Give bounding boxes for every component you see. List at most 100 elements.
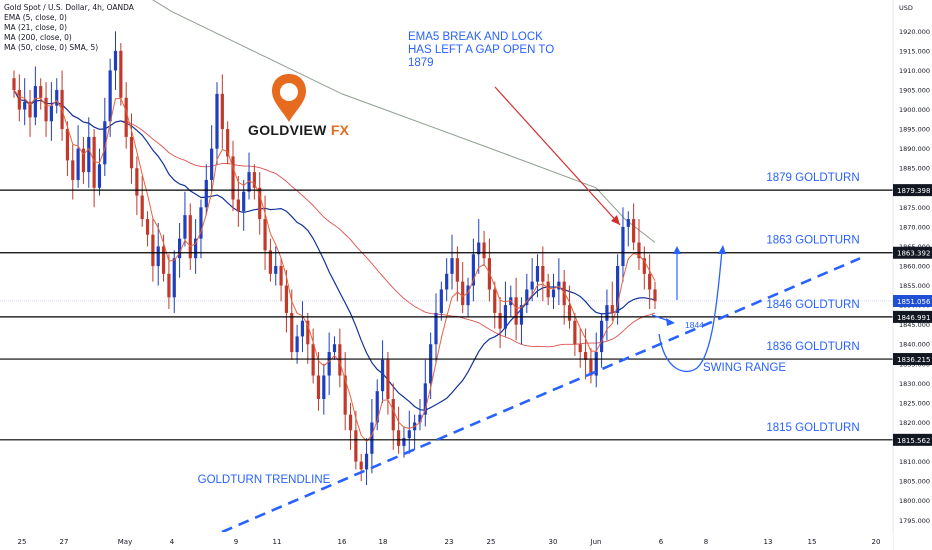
candle-body xyxy=(156,246,160,266)
last-price-tag-text: 1851.056 xyxy=(897,298,931,306)
candle-body xyxy=(348,414,353,431)
candle-body xyxy=(76,148,80,180)
x-tick-label: 8 xyxy=(704,538,708,546)
candle-body xyxy=(391,399,395,431)
y-tick-label: 1795.000 xyxy=(899,517,930,525)
y-tick-label: 1845.000 xyxy=(899,321,930,329)
x-tick-label: May xyxy=(118,538,132,546)
ma200-path xyxy=(152,0,656,243)
candle-body xyxy=(653,289,657,302)
candle-body xyxy=(530,281,534,290)
level-price-tag-text: 1863.392 xyxy=(897,250,930,258)
candle-body xyxy=(616,266,620,313)
candle-body xyxy=(97,164,102,188)
y-tick-label: 1875.000 xyxy=(899,204,930,212)
y-tick-label: 1820.000 xyxy=(899,419,930,427)
down-projection-head xyxy=(666,318,675,326)
candle-body xyxy=(295,336,299,353)
x-tick-label: 13 xyxy=(764,538,773,546)
target-1844-label: 1844 xyxy=(685,320,704,330)
goldview-logo: GOLDVIEW FX xyxy=(248,122,350,138)
candle-body xyxy=(578,344,582,353)
candle-body xyxy=(231,156,235,200)
y-tick-label: 1860.000 xyxy=(899,263,930,271)
symbol-title: Gold Spot / U.S. Dollar, 4h, OANDA xyxy=(4,3,134,12)
goldturn-level-label: 1863 GOLDTURN xyxy=(766,235,859,247)
candle-body xyxy=(525,289,529,306)
candle-body xyxy=(434,312,438,345)
candle-body xyxy=(343,375,347,415)
x-tick-label: 18 xyxy=(379,538,388,546)
candle-body xyxy=(33,86,37,118)
candle-body xyxy=(632,219,636,243)
level-price-tag xyxy=(893,353,932,366)
ema5-line xyxy=(13,89,656,443)
candle-body xyxy=(81,148,86,173)
ma200-line xyxy=(152,0,656,243)
candle-body xyxy=(316,375,321,399)
candle-body xyxy=(338,344,342,376)
candle-body xyxy=(450,258,454,274)
y-tick-label: 1830.000 xyxy=(899,380,930,388)
candle-body xyxy=(145,219,150,235)
candle-body xyxy=(119,50,123,98)
candle-body xyxy=(194,238,198,259)
y-tick-label: 1890.000 xyxy=(899,145,930,153)
goldturn-levels: 1879 GOLDTURN 1863 GOLDTURN 1846 GOLDTURN 1… xyxy=(0,172,893,441)
x-tick-label: 15 xyxy=(808,538,817,546)
candle-body xyxy=(648,273,652,290)
y-tick-label: 1855.000 xyxy=(899,282,930,290)
candle-body xyxy=(161,246,166,274)
trendline-label: GOLDTURN TRENDLINE xyxy=(198,474,331,486)
candle-body xyxy=(466,285,470,306)
swing-curve-head xyxy=(718,245,726,254)
level-price-tag-text: 1836.215 xyxy=(897,356,930,364)
candle-body xyxy=(242,191,246,212)
candle-body xyxy=(135,168,139,196)
y-tick-label: 1805.000 xyxy=(899,478,930,486)
goldturn-level-label: 1836 GOLDTURN xyxy=(766,341,859,353)
level-price-tag-text: 1879.398 xyxy=(897,187,930,195)
level-price-tag-text: 1846.991 xyxy=(897,314,930,322)
y-axis-unit: USD xyxy=(899,4,913,12)
y-tick-label: 1800.000 xyxy=(899,497,930,505)
candle-body xyxy=(418,414,422,423)
y-tick-label: 1915.000 xyxy=(899,47,930,55)
candle-body xyxy=(327,352,331,376)
chart-legend: Gold Spot / U.S. Dollar, 4h, OANDA EMA (… xyxy=(4,3,134,53)
candle-body xyxy=(151,234,155,266)
x-tick-label: 4 xyxy=(170,538,175,546)
y-tick-label: 1825.000 xyxy=(899,399,930,407)
candle-body xyxy=(124,97,128,137)
main-annotation-line: 1879 xyxy=(408,57,434,69)
candle-body xyxy=(87,136,91,173)
x-tick-label: 27 xyxy=(60,538,69,546)
y-tick-label: 1905.000 xyxy=(899,86,930,94)
candle-body xyxy=(28,101,32,118)
candle-body xyxy=(482,242,486,259)
level-price-tag xyxy=(893,184,932,197)
x-tick-label: 25 xyxy=(18,538,27,546)
candle-body xyxy=(375,391,379,423)
red-arrow-head xyxy=(611,215,620,225)
candle-body xyxy=(226,129,230,157)
candle-body xyxy=(129,136,134,169)
price-axis[interactable]: USD 1795.000 1800.000 1805.000 1810.000 1815.… xyxy=(892,0,932,550)
candle-body xyxy=(92,136,96,188)
time-axis[interactable]: 25 27 May 4 9 11 16 18 23 25 30 Jun 6 8 13 15 20 xyxy=(0,532,893,550)
candle-body xyxy=(39,86,43,98)
candle-body xyxy=(332,344,337,353)
indicator-ma200: MA (200, close, 0) xyxy=(4,33,72,42)
candle-body xyxy=(583,352,588,360)
y-tick-label: 1910.000 xyxy=(899,67,930,75)
candle-body xyxy=(263,219,267,251)
candle-body xyxy=(300,320,305,337)
candle-body xyxy=(215,93,219,149)
level-price-tag xyxy=(893,433,932,446)
swing-range-label: SWING RANGE xyxy=(703,362,786,374)
candle-body xyxy=(557,281,561,290)
candle-body xyxy=(626,219,630,227)
candle-body xyxy=(423,383,427,415)
